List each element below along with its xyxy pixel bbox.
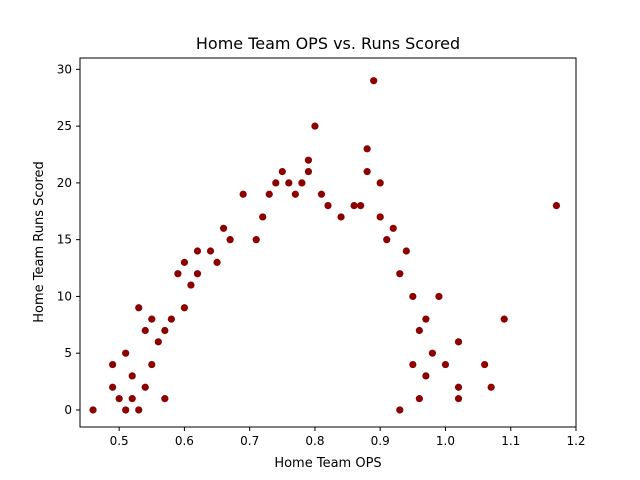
x-tick-label: 0.8 [305,434,324,448]
y-tick-label: 0 [64,403,72,417]
x-tick-label: 0.9 [371,434,390,448]
data-point [350,202,358,210]
plot-frame [79,57,577,428]
data-point [552,202,561,210]
x-tick-label: 0.7 [240,434,259,448]
x-tick-label: 1.0 [436,434,455,448]
data-point [174,270,182,278]
data-point [376,213,384,221]
data-point [148,360,156,369]
data-point [402,247,410,255]
data-point [422,372,430,380]
data-point [219,224,228,232]
data-point [89,406,97,414]
data-point [454,395,463,403]
data-point [115,395,123,403]
data-point [193,247,202,255]
data-point [109,360,117,369]
data-point [154,338,162,346]
data-point [187,281,195,289]
data-point [161,395,169,403]
data-point [141,326,149,335]
data-point [180,304,189,312]
data-point [278,167,286,176]
data-point [376,179,384,187]
y-tick-label: 15 [57,233,72,247]
y-tick-label: 30 [57,62,72,76]
data-point [291,190,299,198]
data-point [422,315,430,323]
data-point [109,383,117,391]
data-point [324,202,332,210]
data-point [415,326,423,335]
data-point [370,77,378,85]
points-layer [89,77,561,414]
x-axis: 0.5 0.6 0.7 0.8 0.9 1.0 1.1 1.2 [110,427,586,448]
x-tick-label: 0.5 [110,434,129,448]
data-point [383,236,391,244]
data-point [252,236,260,244]
data-point [180,258,189,266]
data-point [441,360,450,369]
x-tick-label: 1.2 [566,434,585,448]
data-point [487,383,495,391]
data-point [304,167,313,176]
data-point [454,383,463,391]
data-point [363,145,371,153]
x-axis-label: Home Team OPS [274,456,381,471]
data-point [409,292,417,301]
data-point [389,224,397,232]
data-point [363,167,371,176]
data-point [272,179,280,187]
data-point [265,190,273,198]
data-point [317,190,326,198]
data-point [435,292,443,301]
data-point [409,360,417,369]
chart-title: Home Team OPS vs. Runs Scored [196,34,460,53]
data-point [122,349,130,357]
data-point [167,315,175,323]
data-point [259,213,267,221]
data-point [239,190,247,198]
data-point [357,202,365,210]
data-point [128,372,136,380]
y-tick-label: 5 [64,346,72,360]
data-point [500,315,508,323]
data-point [415,395,423,403]
data-point [481,360,489,369]
data-point [122,406,130,414]
data-point [213,258,221,266]
data-point [148,315,156,323]
y-tick-label: 20 [57,176,72,190]
y-axis-label: Home Team Runs Scored [32,161,47,323]
data-point [141,383,149,391]
data-point [226,236,234,244]
data-point [135,406,143,414]
data-point [304,156,313,164]
data-point [454,338,463,346]
data-point [337,213,345,221]
data-point [396,406,404,414]
data-point [128,395,136,403]
data-point [311,122,319,130]
data-point [428,349,437,357]
x-tick-label: 0.6 [175,434,194,448]
x-tick-label: 1.1 [501,434,520,448]
y-tick-label: 25 [57,119,72,133]
data-point [193,270,202,278]
data-point [285,179,293,187]
data-point [396,270,404,278]
data-point [206,247,215,255]
data-point [161,326,169,335]
data-point [298,179,306,187]
y-tick-label: 10 [57,289,72,303]
y-axis: 0 5 10 15 20 25 30 [57,62,80,417]
data-point [135,304,143,312]
